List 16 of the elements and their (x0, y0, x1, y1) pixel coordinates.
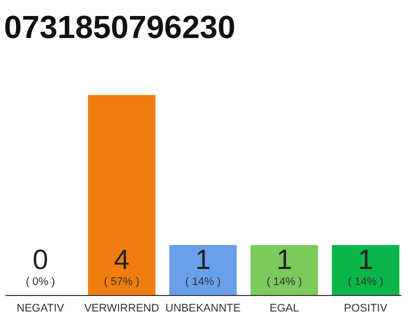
annotation: ( 14% ) (266, 276, 302, 288)
data-label: 1 (195, 244, 211, 275)
x-tick-label: VERWIRREND (84, 302, 160, 314)
data-label: 1 (276, 244, 292, 275)
data-label: 1 (358, 244, 374, 275)
x-tick-label: EGAL (270, 302, 299, 314)
chart-title: 0731850796230 (4, 9, 236, 45)
annotation: ( 14% ) (348, 276, 384, 288)
annotation: ( 14% ) (185, 276, 221, 288)
x-tick-label: NEGATIV (16, 302, 65, 314)
x-tick-label: POSITIV (344, 302, 388, 314)
data-label: 4 (114, 244, 130, 275)
data-label: 0 (32, 244, 48, 275)
x-tick-label: UNBEKANNTE (165, 302, 241, 314)
annotation: ( 0% ) (26, 276, 56, 288)
annotation: ( 57% ) (104, 276, 140, 288)
